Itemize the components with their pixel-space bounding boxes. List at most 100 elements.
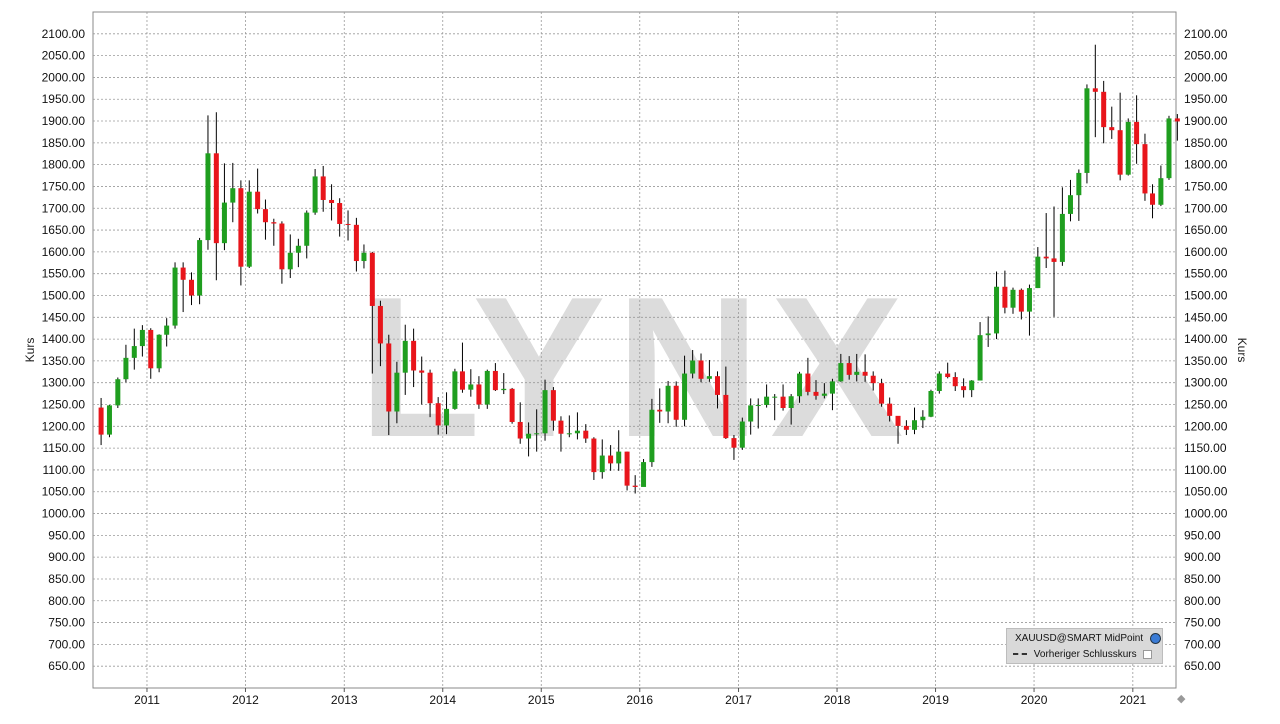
candle-body: [476, 384, 482, 405]
candle-body: [444, 408, 450, 426]
candle-body: [337, 203, 343, 224]
candle-body: [287, 252, 293, 270]
candle-body: [928, 390, 934, 417]
candle-body: [1142, 144, 1148, 194]
y-tick-label-right: 1550.00: [1184, 267, 1228, 281]
candle-body: [772, 396, 778, 398]
candle-down: [632, 475, 638, 494]
legend: XAUUSD@SMART MidPoint Vorheriger Schluss…: [1006, 628, 1163, 664]
candle-down: [1051, 206, 1057, 317]
candle-body: [608, 455, 614, 464]
x-tick-label: 2014: [429, 693, 456, 707]
candle-body: [1109, 127, 1115, 131]
checkbox-icon[interactable]: [1143, 649, 1153, 659]
candle-body: [1010, 289, 1016, 308]
y-tick-label-left: 2050.00: [42, 49, 86, 63]
y-tick-label-right: 1800.00: [1184, 158, 1228, 172]
candle-down: [492, 363, 498, 391]
y-tick-label-right: 1600.00: [1184, 245, 1228, 259]
candle-up: [821, 383, 827, 399]
candle-body: [977, 335, 983, 381]
candle-up: [690, 350, 696, 379]
candle-up: [936, 371, 942, 394]
candle-body: [394, 372, 400, 412]
candle-up: [1166, 115, 1172, 180]
candle-body: [1166, 118, 1172, 179]
candle-down: [1109, 106, 1115, 139]
candle-up: [1010, 287, 1016, 314]
expand-icon[interactable]: ◆: [1177, 693, 1186, 705]
y-tick-label-right: 1300.00: [1184, 376, 1228, 390]
candle-down: [427, 369, 433, 418]
candle-down: [657, 388, 663, 423]
candle-up: [1059, 187, 1065, 266]
candle-body: [838, 363, 844, 382]
y-tick-label-left: 2000.00: [42, 70, 86, 84]
candle-up: [920, 410, 926, 429]
candle-down: [714, 371, 720, 409]
candle-up: [164, 318, 170, 347]
y-tick-label-left: 1350.00: [42, 354, 86, 368]
candle-up: [1026, 284, 1032, 336]
candle-up: [287, 234, 293, 279]
candle-down: [1002, 270, 1008, 314]
candle-body: [731, 438, 737, 448]
candle-body: [690, 360, 696, 374]
candle-body: [1067, 195, 1073, 214]
candle-body: [411, 340, 417, 371]
candle-up: [649, 398, 655, 467]
y-tick-label-left: 1550.00: [42, 267, 86, 281]
candle-up: [304, 210, 310, 259]
candle-up: [1084, 84, 1090, 184]
legend-series-row: XAUUSD@SMART MidPoint: [1015, 632, 1161, 646]
candle-body: [969, 380, 975, 391]
candle-up: [452, 368, 458, 410]
candle-body: [780, 396, 786, 409]
candle-body: [459, 371, 465, 390]
candle-up: [1125, 118, 1131, 176]
candle-up: [665, 380, 671, 424]
candle-down: [411, 328, 417, 388]
candle-body: [1035, 256, 1041, 289]
candle-body: [517, 421, 523, 439]
y-tick-label-left: 650.00: [48, 659, 85, 673]
y-tick-label-right: 1900.00: [1184, 114, 1228, 128]
y-tick-label-left: 700.00: [48, 637, 85, 651]
candle-body: [369, 252, 375, 306]
candle-up: [468, 369, 474, 397]
candle-down: [870, 371, 876, 391]
y-tick-label-right: 1050.00: [1184, 485, 1228, 499]
candle-down: [591, 437, 597, 480]
candle-down: [1018, 288, 1024, 320]
candle-body: [755, 404, 761, 406]
y-tick-label-left: 2100.00: [42, 27, 86, 41]
candle-up: [246, 180, 252, 269]
candle-down: [731, 435, 737, 460]
candle-body: [1026, 288, 1032, 312]
globe-icon[interactable]: [1149, 632, 1161, 644]
candle-body: [616, 451, 622, 464]
candle-down: [345, 210, 351, 241]
candle-down: [698, 353, 704, 383]
candle-body: [706, 376, 712, 379]
candle-down: [879, 378, 885, 407]
candle-down: [558, 416, 564, 452]
candle-body: [911, 420, 917, 430]
y-tick-label-left: 1200.00: [42, 419, 86, 433]
candle-up: [1158, 165, 1164, 207]
y-tick-label-right: 850.00: [1184, 572, 1221, 586]
candle-up: [131, 328, 137, 370]
y-tick-label-right: 1850.00: [1184, 136, 1228, 150]
candle-up: [156, 334, 162, 373]
candle-body: [673, 385, 679, 420]
y-tick-label-right: 1750.00: [1184, 179, 1228, 193]
candle-down: [279, 221, 285, 284]
candle-body: [1158, 178, 1164, 205]
candle-body: [534, 433, 540, 435]
y-tick-label-left: 1750.00: [42, 179, 86, 193]
candle-up: [526, 422, 532, 457]
candle-up: [755, 398, 761, 429]
candle-body: [985, 333, 991, 336]
candle-body: [115, 379, 121, 406]
candle-body: [870, 375, 876, 384]
